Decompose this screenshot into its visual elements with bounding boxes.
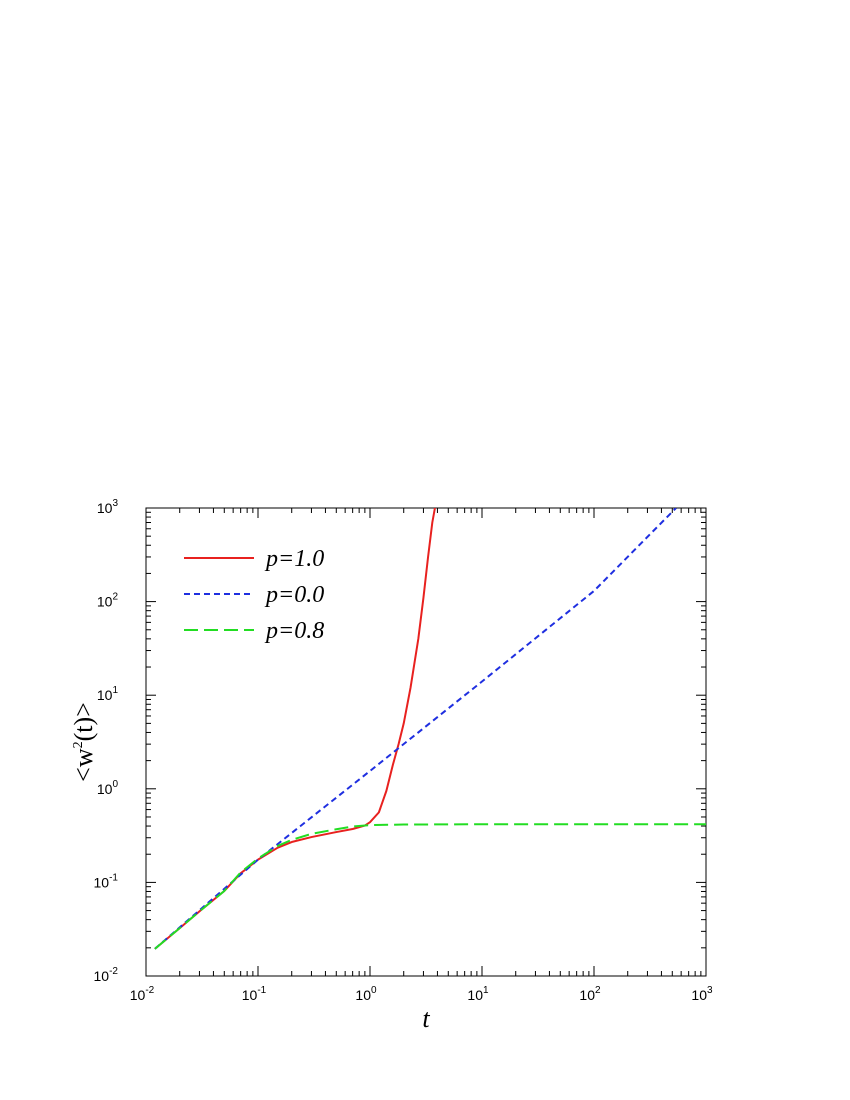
- legend-label-1: p=0.0: [264, 582, 324, 608]
- tick-labels-layer: 10-2 10-1 100 101 102 103 10-2 10-1 100 101 102 103: [94, 498, 713, 1003]
- ticks-layer: [145, 507, 707, 977]
- series-line-2: [154, 823, 706, 950]
- legend-entry-1: p=0.0: [184, 582, 324, 608]
- legend: p=1.0 p=0.0 p=0.8: [184, 546, 324, 644]
- y-tick-label-4: 102: [97, 592, 119, 610]
- x-tick-label-3: 101: [467, 985, 489, 1003]
- y-axis-title-suffix: (t)>: [69, 702, 98, 741]
- legend-label-0: p=1.0: [264, 546, 324, 572]
- x-tick-label-5: 103: [691, 985, 713, 1003]
- y-tick-label-2: 100: [97, 779, 119, 797]
- legend-label-2: p=0.8: [264, 618, 324, 644]
- series-line-0: [154, 508, 436, 950]
- y-axis-title: <w2(t)>: [69, 702, 98, 782]
- y-tick-label-0: 10-2: [94, 966, 119, 984]
- x-axis-title: t: [422, 1004, 430, 1033]
- series-line-1: [154, 508, 677, 950]
- x-tick-label-1: 10-1: [242, 985, 267, 1003]
- series-layer: [154, 508, 706, 950]
- y-axis-title-sup: 2: [71, 741, 86, 748]
- x-tick-label-0: 10-2: [130, 985, 155, 1003]
- y-axis-title-prefix: <w: [69, 748, 98, 782]
- legend-entry-2: p=0.8: [184, 618, 324, 644]
- plot-frame: [145, 507, 707, 977]
- x-tick-label-4: 102: [579, 985, 601, 1003]
- x-tick-label-2: 100: [355, 985, 377, 1003]
- y-tick-label-1: 10-1: [94, 872, 119, 890]
- y-tick-label-3: 101: [97, 685, 119, 703]
- y-tick-label-5: 103: [97, 498, 119, 516]
- legend-entry-0: p=1.0: [184, 546, 324, 572]
